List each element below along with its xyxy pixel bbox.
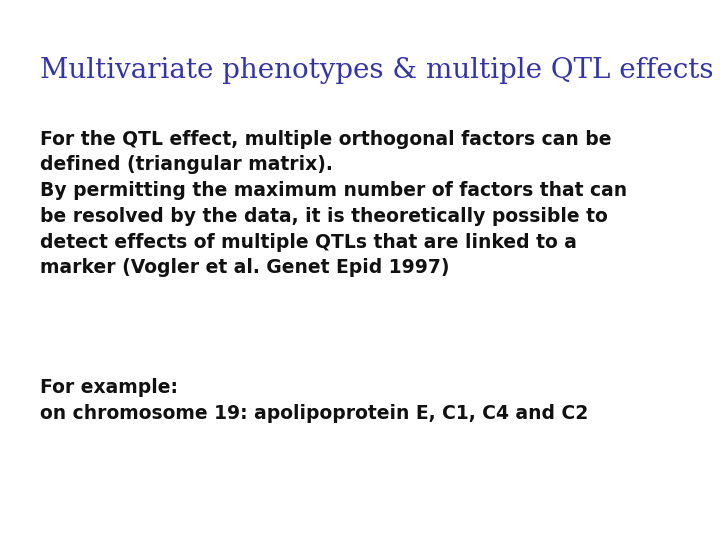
Text: For the QTL effect, multiple orthogonal factors can be
defined (triangular matri: For the QTL effect, multiple orthogonal … [40,130,626,278]
Text: For example:
on chromosome 19: apolipoprotein E, C1, C4 and C2: For example: on chromosome 19: apolipopr… [40,378,588,423]
Text: Multivariate phenotypes & multiple QTL effects: Multivariate phenotypes & multiple QTL e… [40,57,713,84]
